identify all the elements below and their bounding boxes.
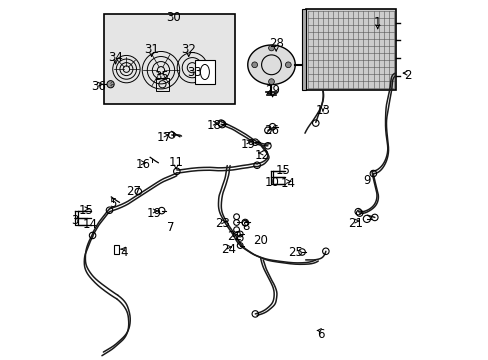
Text: 14: 14 (83, 219, 98, 231)
Text: 9: 9 (363, 174, 370, 186)
Text: 33: 33 (187, 66, 202, 78)
Text: 29: 29 (264, 84, 280, 97)
Circle shape (107, 81, 114, 88)
Text: 28: 28 (268, 37, 283, 50)
Text: 19: 19 (240, 138, 255, 150)
Text: 26: 26 (264, 124, 279, 137)
Bar (114, 245, 119, 254)
Text: 16: 16 (135, 158, 150, 171)
Bar (104, 14, 235, 104)
Text: 2: 2 (404, 69, 411, 82)
Text: 36: 36 (91, 80, 106, 93)
Circle shape (285, 62, 291, 68)
Text: 3: 3 (71, 214, 78, 227)
Text: 7: 7 (166, 221, 174, 234)
Bar (305, 9, 395, 90)
Text: 4: 4 (120, 246, 127, 259)
Text: 19: 19 (146, 207, 161, 220)
Text: 34: 34 (108, 51, 123, 64)
Text: 5: 5 (109, 197, 117, 210)
Circle shape (251, 62, 257, 68)
Text: 22: 22 (226, 230, 242, 243)
Text: 14: 14 (280, 177, 295, 190)
Text: 20: 20 (253, 234, 267, 247)
Text: 17: 17 (157, 131, 172, 144)
Text: 12: 12 (254, 149, 269, 162)
Text: 11: 11 (168, 156, 183, 169)
Bar (156, 78, 168, 91)
Text: 24: 24 (221, 243, 235, 256)
Text: 25: 25 (287, 246, 303, 259)
Text: 18: 18 (206, 119, 221, 132)
Text: 32: 32 (181, 43, 196, 56)
Text: 30: 30 (165, 11, 180, 24)
Text: 6: 6 (316, 328, 324, 341)
Bar (194, 60, 214, 84)
Text: 27: 27 (126, 185, 141, 198)
Polygon shape (247, 45, 295, 85)
Text: 10: 10 (264, 176, 280, 189)
Text: 8: 8 (242, 220, 249, 233)
Circle shape (268, 45, 274, 51)
Text: 13: 13 (315, 104, 330, 117)
Bar (302, 9, 305, 90)
Text: 21: 21 (348, 217, 363, 230)
Text: 15: 15 (275, 165, 290, 177)
Text: 31: 31 (144, 43, 159, 56)
Circle shape (268, 79, 274, 85)
Text: 15: 15 (79, 204, 93, 217)
Text: 1: 1 (373, 16, 381, 29)
Text: 35: 35 (154, 70, 169, 83)
Text: 23: 23 (215, 217, 230, 230)
